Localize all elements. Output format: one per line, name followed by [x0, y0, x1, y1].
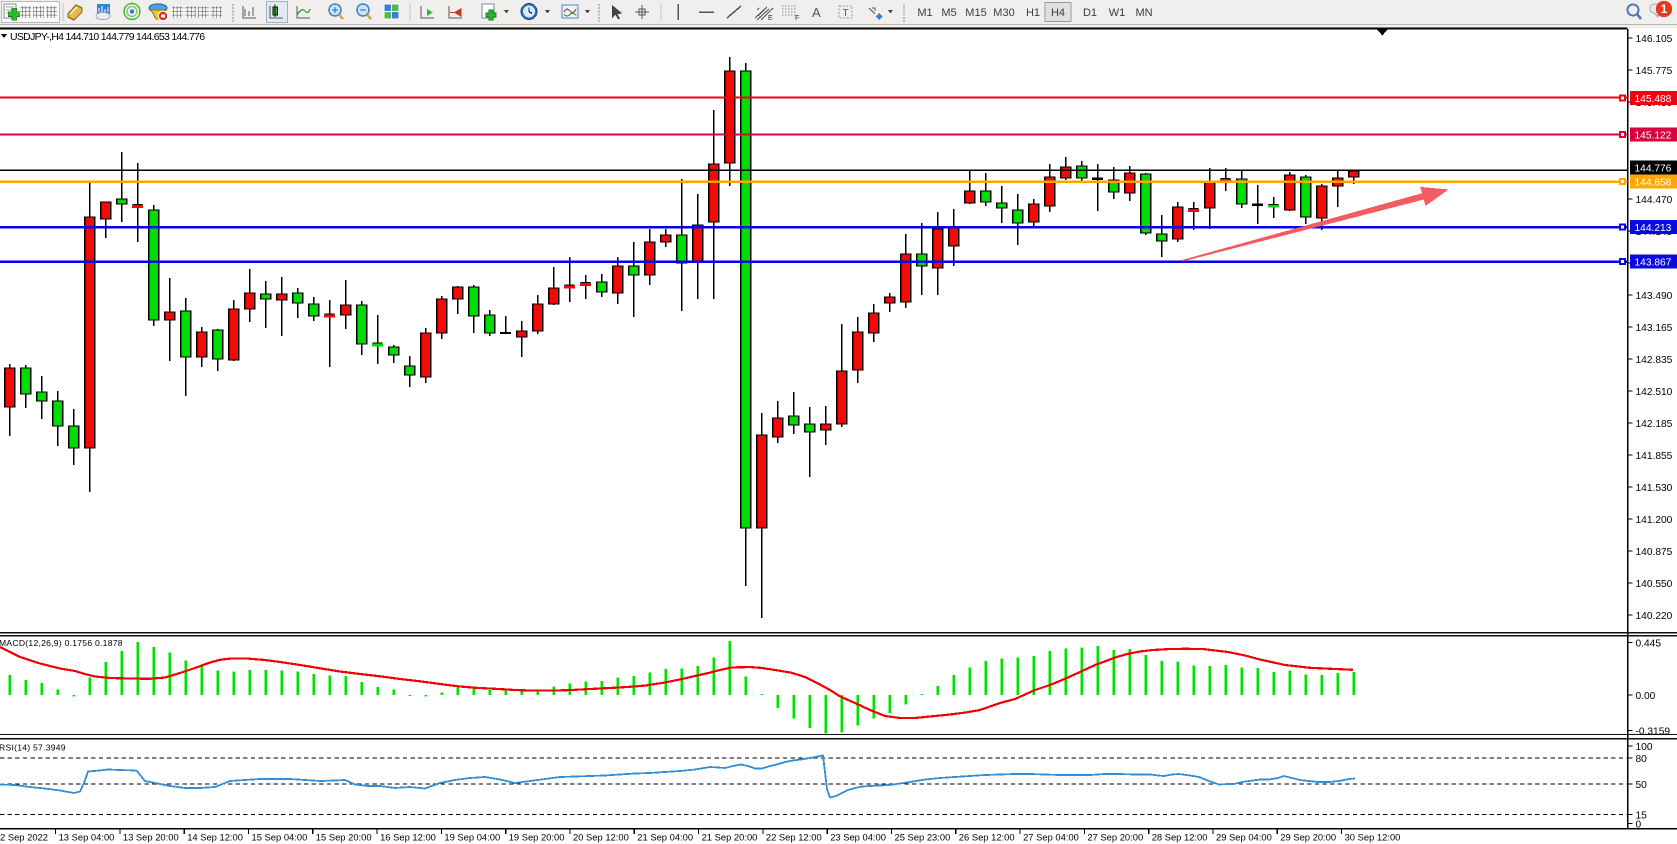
- svg-text:141.530: 141.530: [1636, 483, 1673, 494]
- svg-text:21 Sep 04:00: 21 Sep 04:00: [637, 832, 693, 843]
- svg-text:50: 50: [1636, 780, 1648, 791]
- svg-text:140.220: 140.220: [1636, 611, 1673, 622]
- svg-text:145.122: 145.122: [1635, 131, 1672, 142]
- svg-text:142.835: 142.835: [1636, 355, 1673, 366]
- svg-text:14 Sep 12:00: 14 Sep 12:00: [187, 832, 243, 843]
- svg-text:0.00: 0.00: [1636, 691, 1656, 702]
- svg-text:M15: M15: [965, 7, 986, 19]
- svg-text:141.200: 141.200: [1636, 515, 1673, 526]
- svg-text:2 Sep 2022: 2 Sep 2022: [0, 832, 48, 843]
- svg-text:29 Sep 04:00: 29 Sep 04:00: [1216, 832, 1272, 843]
- svg-text:-0.3159: -0.3159: [1636, 727, 1671, 738]
- svg-text:16 Sep 12:00: 16 Sep 12:00: [380, 832, 436, 843]
- svg-text:RSI(14) 57.3949: RSI(14) 57.3949: [0, 743, 66, 753]
- svg-text:143.490: 143.490: [1636, 291, 1673, 302]
- svg-text:MACD(12,26,9) 0.1756 0.1878: MACD(12,26,9) 0.1756 0.1878: [0, 638, 123, 648]
- svg-text:F: F: [795, 15, 799, 22]
- svg-text:25 Sep 23:00: 25 Sep 23:00: [895, 832, 951, 843]
- svg-text:27 Sep 04:00: 27 Sep 04:00: [1023, 832, 1079, 843]
- svg-text:A: A: [812, 5, 821, 20]
- svg-text:30 Sep 12:00: 30 Sep 12:00: [1345, 832, 1401, 843]
- svg-text:M1: M1: [917, 7, 932, 19]
- svg-text:0.445: 0.445: [1636, 638, 1662, 649]
- svg-text:143.165: 143.165: [1636, 323, 1673, 334]
- svg-text:15: 15: [1636, 811, 1648, 822]
- svg-text:144.776: 144.776: [1635, 164, 1672, 175]
- svg-text:144.658: 144.658: [1635, 178, 1672, 189]
- svg-text:140.550: 140.550: [1636, 579, 1673, 590]
- svg-text:13 Sep 20:00: 13 Sep 20:00: [123, 832, 179, 843]
- svg-text:E: E: [768, 15, 773, 22]
- svg-text:H1: H1: [1026, 7, 1040, 19]
- svg-text:143.867: 143.867: [1635, 258, 1672, 269]
- svg-text:19 Sep 04:00: 19 Sep 04:00: [444, 832, 500, 843]
- svg-text:MN: MN: [1135, 7, 1152, 19]
- svg-text:M30: M30: [993, 7, 1014, 19]
- svg-text:27 Sep 20:00: 27 Sep 20:00: [1087, 832, 1143, 843]
- svg-text:15 Sep 04:00: 15 Sep 04:00: [252, 832, 308, 843]
- svg-text:21 Sep 20:00: 21 Sep 20:00: [702, 832, 758, 843]
- svg-text:15 Sep 20:00: 15 Sep 20:00: [316, 832, 372, 843]
- svg-text:M5: M5: [941, 7, 956, 19]
- svg-text:28 Sep 12:00: 28 Sep 12:00: [1152, 832, 1208, 843]
- svg-text:D1: D1: [1083, 7, 1097, 19]
- svg-text:22 Sep 12:00: 22 Sep 12:00: [766, 832, 822, 843]
- svg-text:145.488: 145.488: [1635, 94, 1672, 105]
- svg-text:19 Sep 20:00: 19 Sep 20:00: [509, 832, 565, 843]
- svg-text:W1: W1: [1109, 7, 1126, 19]
- svg-text:T: T: [843, 8, 849, 19]
- svg-text:142.510: 142.510: [1636, 387, 1673, 398]
- svg-text:USDJPY-,H4 144.710 144.779 14: USDJPY-,H4 144.710 144.779 144.653 144.7…: [10, 31, 205, 43]
- svg-text:23 Sep 04:00: 23 Sep 04:00: [830, 832, 886, 843]
- svg-text:80: 80: [1636, 754, 1648, 765]
- svg-text:20 Sep 12:00: 20 Sep 12:00: [573, 832, 629, 843]
- svg-text:140.875: 140.875: [1636, 547, 1673, 558]
- svg-text:0: 0: [1636, 820, 1642, 831]
- svg-text:144.213: 144.213: [1635, 223, 1672, 234]
- svg-text:142.185: 142.185: [1636, 419, 1673, 430]
- svg-text:145.775: 145.775: [1636, 66, 1673, 77]
- svg-text:13 Sep 04:00: 13 Sep 04:00: [59, 832, 115, 843]
- svg-text:26 Sep 12:00: 26 Sep 12:00: [959, 832, 1015, 843]
- svg-text:146.105: 146.105: [1636, 34, 1673, 45]
- svg-text:1: 1: [1661, 2, 1668, 16]
- svg-text:29 Sep 20:00: 29 Sep 20:00: [1280, 832, 1336, 843]
- svg-text:H4: H4: [1051, 7, 1065, 19]
- svg-text:100: 100: [1636, 742, 1653, 753]
- svg-text:141.855: 141.855: [1636, 451, 1673, 462]
- svg-text:144.470: 144.470: [1636, 195, 1673, 206]
